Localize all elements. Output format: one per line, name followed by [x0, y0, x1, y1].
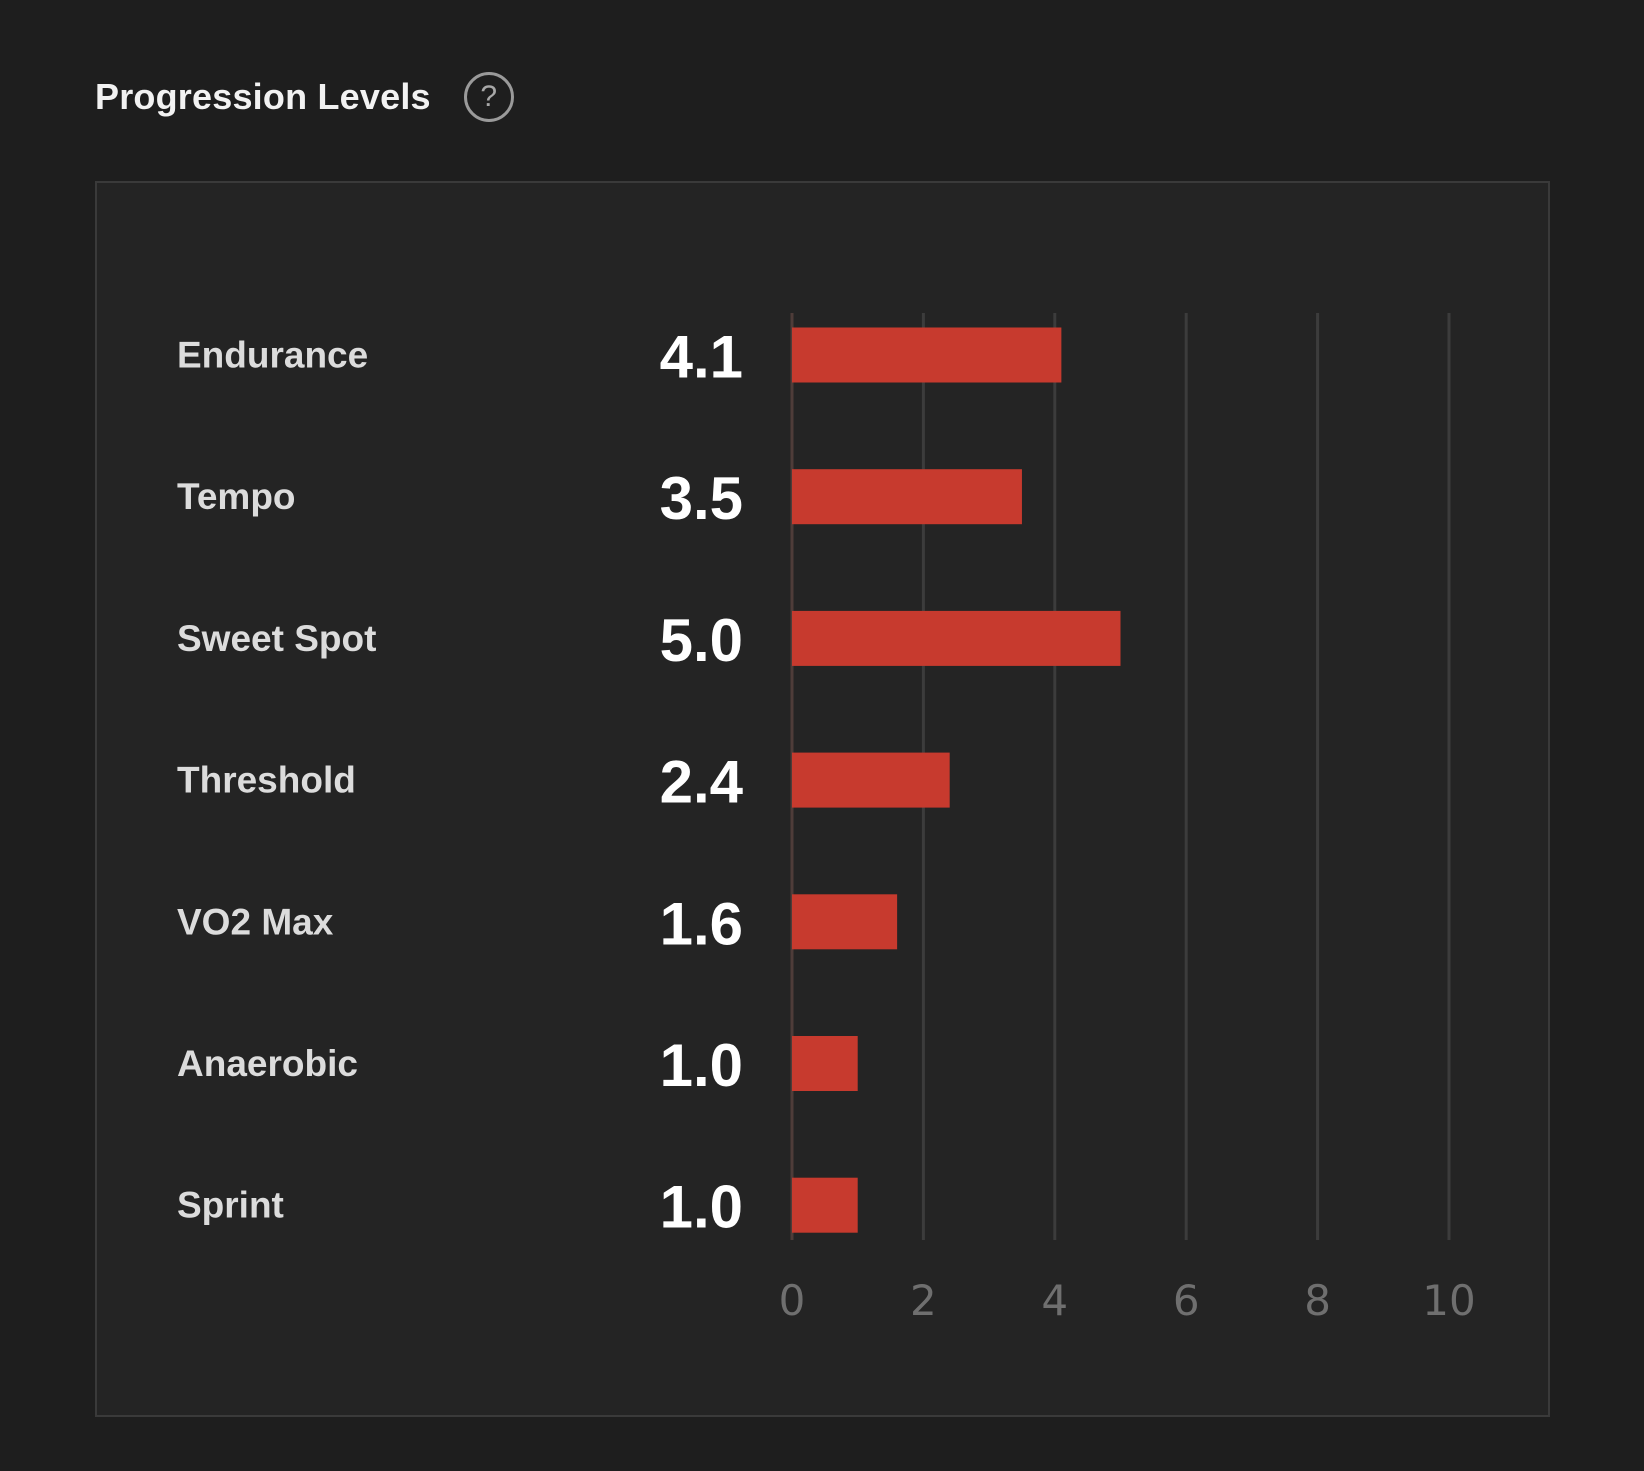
value-label: 5.0	[660, 607, 743, 674]
bar	[792, 894, 898, 950]
value-label: 1.0	[660, 1174, 743, 1241]
value-label: 3.5	[660, 465, 743, 532]
x-tick-label: 10	[1422, 1276, 1475, 1325]
value-label: 1.6	[660, 890, 743, 957]
x-tick-label: 2	[910, 1276, 937, 1325]
value-label: 4.1	[660, 324, 743, 391]
category-label: Anaerobic	[177, 1043, 358, 1084]
category-label: Threshold	[177, 760, 356, 801]
x-tick-label: 6	[1173, 1276, 1200, 1325]
bar	[792, 610, 1121, 666]
page-title: Progression Levels	[95, 76, 431, 117]
bar	[792, 1036, 858, 1091]
bar	[792, 1177, 858, 1233]
bar	[792, 327, 1062, 383]
category-label: Sweet Spot	[177, 618, 376, 659]
x-tick-label: 4	[1041, 1276, 1068, 1325]
value-label: 1.0	[660, 1032, 743, 1099]
x-tick-label: 0	[779, 1276, 806, 1325]
section-header: Progression Levels ?	[95, 62, 514, 132]
value-label: 2.4	[660, 749, 744, 816]
category-label: Sprint	[177, 1185, 284, 1226]
help-button[interactable]: ?	[463, 72, 514, 122]
x-tick-label: 8	[1304, 1276, 1331, 1325]
category-label: VO2 Max	[177, 901, 334, 942]
category-label: Tempo	[177, 476, 296, 517]
bar	[792, 469, 1022, 525]
category-label: Endurance	[177, 335, 368, 376]
question-circle-icon: ?	[480, 80, 498, 113]
bar	[792, 752, 950, 808]
